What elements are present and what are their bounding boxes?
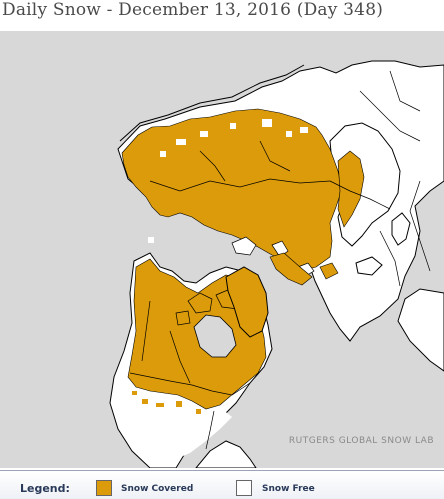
arctic-islands-snow: [269, 252, 339, 286]
us-snow-patches: [132, 391, 201, 414]
map-canvas: [0, 31, 444, 468]
rutgers-watermark: RUTGERS GLOBAL SNOW LAB: [288, 436, 434, 446]
snow-covered-label: Snow Covered: [121, 484, 194, 494]
arctic-islands: [231, 236, 315, 278]
africa-land: [397, 288, 444, 372]
snow-free-swatch: [236, 480, 252, 496]
legend-title: Legend:: [20, 482, 70, 495]
eurasia-snow-free-patches: [148, 119, 308, 243]
map-legend: Legend: Snow Covered Snow Free: [0, 470, 444, 499]
snow-map: [0, 31, 444, 468]
north-america-borders: [129, 300, 251, 450]
page-title: Daily Snow - December 13, 2016 (Day 348): [2, 0, 384, 20]
siberia-coast: [119, 64, 305, 142]
scandinavia-snow: [337, 150, 365, 228]
uk-land: [391, 212, 411, 246]
snow-covered-swatch: [96, 480, 112, 496]
greenland-land: [225, 266, 269, 338]
snow-free-label: Snow Free: [262, 484, 315, 494]
hudson-bay: [193, 314, 237, 358]
us-snow-free: [120, 389, 232, 461]
central-america-land: [195, 440, 257, 468]
eurasia-snow: [121, 108, 343, 272]
iceland-land: [355, 256, 383, 276]
eurasia-borders: [149, 70, 431, 287]
